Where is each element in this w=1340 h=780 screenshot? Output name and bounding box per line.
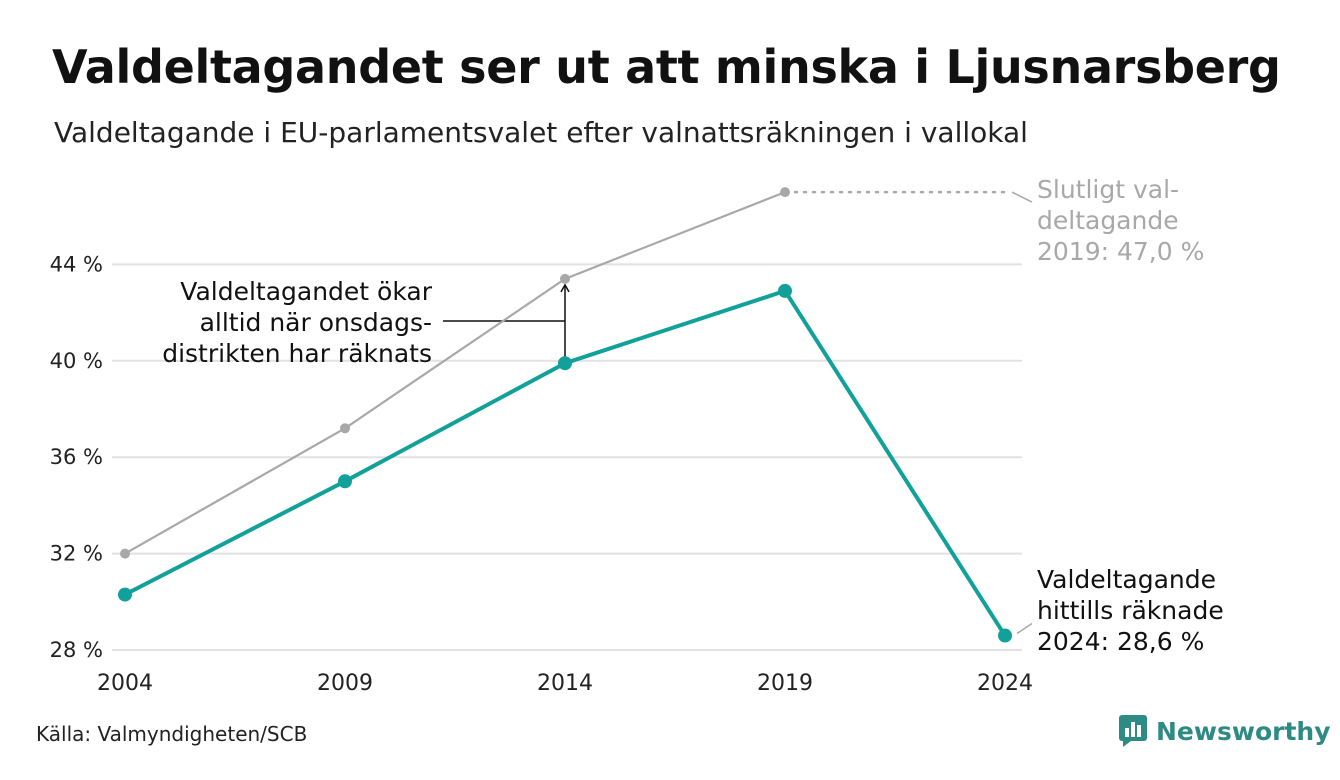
series-points (118, 187, 1012, 643)
y-tick-label: 40 % (50, 349, 103, 373)
series-lines (123, 191, 1007, 638)
data-point-slutligt (780, 187, 790, 198)
data-point-valnatt (118, 587, 132, 602)
data-point-valnatt (998, 628, 1012, 643)
arrow-head (560, 283, 570, 293)
data-point-valnatt (558, 356, 572, 371)
data-point-slutligt (340, 423, 350, 434)
counted-label-connector (1016, 622, 1033, 635)
chart-subtitle: Valdeltagande i EU-parlamentsvalet efter… (54, 116, 1028, 149)
x-tick-label: 2014 (537, 671, 593, 696)
annotation-texts: Valdeltagandet ökar alltid när onsdags-di… (162, 175, 1223, 656)
data-point-valnatt (778, 283, 792, 298)
grid-lines (112, 263, 1022, 651)
newsworthy-logo-icon (1119, 715, 1147, 747)
annotation-lines (443, 190, 1033, 635)
x-tick-label: 2024 (977, 671, 1033, 696)
y-tick-label: 44 % (50, 252, 103, 276)
x-tick-label: 2019 (757, 671, 813, 696)
annotation-arrow-text: Valdeltagandet ökar alltid när onsdags-di… (162, 277, 432, 368)
y-tick-label: 28 % (50, 638, 103, 662)
chart-title: Valdeltagandet ser ut att minska i Ljusn… (52, 40, 1281, 94)
y-tick-label: 32 % (50, 542, 103, 566)
data-point-valnatt (338, 474, 352, 489)
annotation-counted-2024: Valdeltagande hittills räknade 2024: 28,6 … (1037, 565, 1224, 656)
brand-name: Newsworthy (1156, 716, 1331, 746)
x-axis-ticks: 2004 2009 2014 2019 2024 (97, 671, 1033, 696)
x-tick-label: 2009 (317, 671, 373, 696)
annotation-final-2019: Slutligt val-deltagande 2019: 47,0 % (1037, 175, 1204, 266)
x-tick-label: 2004 (97, 671, 153, 696)
series-line-slutligt (123, 191, 787, 555)
data-point-slutligt (560, 273, 570, 284)
source-note: Källa: Valmyndigheten/SCB (36, 722, 308, 746)
data-point-slutligt (120, 548, 130, 559)
final-label-connector (1011, 191, 1033, 203)
y-axis-ticks: 28 % 32 % 36 % 40 % 44 % (50, 252, 103, 662)
y-tick-label: 36 % (50, 445, 103, 469)
brand-logo[interactable]: Newsworthy (1118, 712, 1331, 750)
